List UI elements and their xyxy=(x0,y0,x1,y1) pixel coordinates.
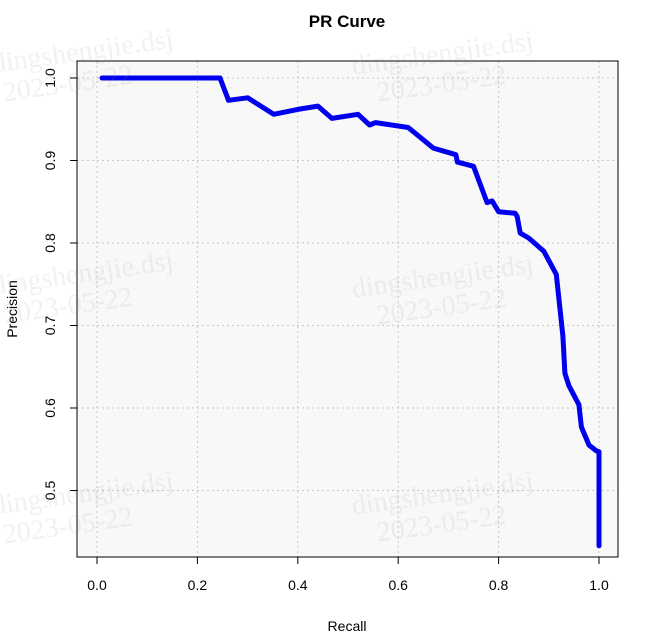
y-tick-label: 0.9 xyxy=(42,151,58,171)
plot-background xyxy=(77,61,618,557)
y-tick-label: 0.6 xyxy=(42,398,58,418)
y-tick-label: 0.8 xyxy=(42,233,58,253)
x-tick-label: 0.2 xyxy=(188,577,208,593)
series-line-pr-curve xyxy=(99,75,602,549)
x-tick-label: 1.0 xyxy=(589,577,609,593)
x-tick-label: 0.4 xyxy=(288,577,308,593)
y-tick-label: 1.0 xyxy=(42,68,58,88)
y-tick-label: 0.5 xyxy=(42,481,58,501)
x-tick-label: 0.0 xyxy=(87,577,107,593)
y-tick-label: 0.7 xyxy=(42,316,58,336)
y-axis: 0.5 0.6 0.7 0.8 0.9 1.0 xyxy=(42,68,78,501)
x-tick-label: 0.6 xyxy=(388,577,408,593)
x-tick-label: 0.8 xyxy=(489,577,509,593)
chart-title: PR Curve xyxy=(309,12,386,31)
x-axis: 0.0 0.2 0.4 0.6 0.8 1.0 xyxy=(87,556,609,593)
y-axis-label: Precision xyxy=(4,280,20,338)
x-axis-label: Recall xyxy=(328,618,367,634)
